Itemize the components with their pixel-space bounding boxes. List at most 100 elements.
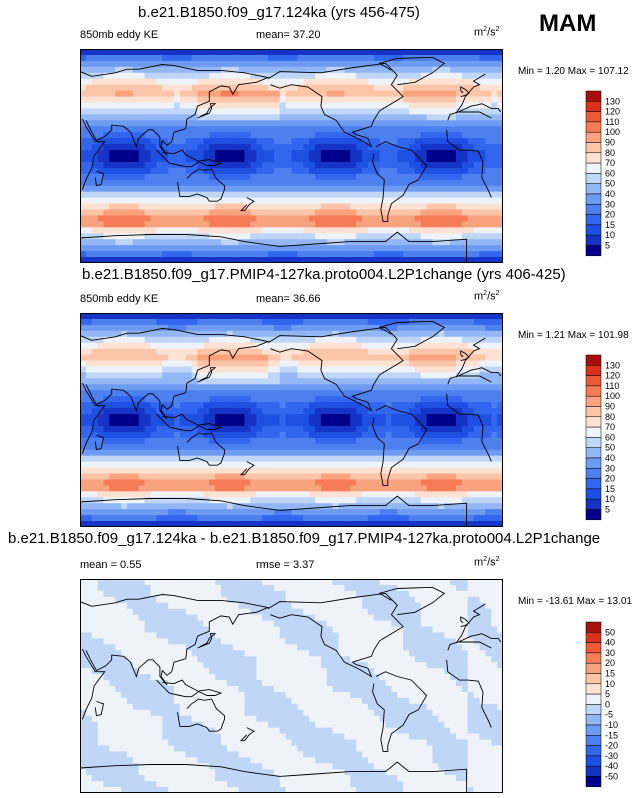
field-cell [320,114,328,121]
field-cell [338,491,345,498]
field-cell [97,49,104,56]
field-cell [85,72,93,80]
field-cell [273,96,281,103]
field-cell [297,497,304,504]
field-cell [414,120,422,127]
field-cell [250,60,257,68]
field-cell [132,348,140,356]
field-cell [268,390,275,397]
field-cell [191,72,198,80]
field-cell [103,449,110,457]
field-cell [485,384,492,391]
field-cell [497,150,503,157]
field-cell [385,431,392,439]
field-cell [485,197,492,204]
field-cell [438,114,445,121]
field-cell [367,455,375,463]
field-cell [391,233,398,240]
map-frame [80,49,503,263]
field-cell [356,348,363,356]
field-cell [197,239,204,246]
field-cell [209,90,216,97]
field-cell [127,420,134,427]
field-cell [268,150,275,157]
field-cell [456,215,463,222]
field-cell [132,390,140,397]
field-cell [268,167,275,175]
field-cell [191,126,198,133]
field-cell [397,313,404,320]
field-cell [115,126,122,133]
field-cell [344,233,351,240]
field-cell [467,473,475,480]
field-cell [461,156,469,163]
field-cell [397,378,404,385]
field-cell [450,408,457,415]
field-cell [168,396,175,403]
field-cell [473,203,480,210]
field-cell [103,360,110,367]
field-cell [414,161,422,169]
field-cell [138,185,146,193]
field-cell [450,245,457,252]
field-cell [385,126,392,133]
field-cell [80,479,87,486]
field-cell [450,60,457,68]
field-cell [485,227,492,234]
field-cell [379,342,386,350]
field-cell [414,114,422,121]
field-cell [497,485,503,492]
field-cell [85,449,93,457]
field-cell [226,390,234,397]
field-cell [426,330,433,338]
field-cell [221,203,228,210]
field-cell [350,161,357,169]
field-cell [132,318,140,326]
season-label: MAM [539,10,597,37]
field-cell [179,233,187,240]
field-cell [497,408,503,415]
field-cell [291,167,298,175]
field-cell [103,414,110,421]
field-cell [479,313,486,320]
field-cell [168,313,175,320]
field-cell [97,449,104,457]
field-cell [473,437,480,445]
field-cell [97,185,104,193]
field-cell [362,449,369,457]
field-cell [80,414,87,421]
field-cell [97,491,104,498]
field-cell [185,156,193,163]
field-cell [350,120,357,127]
field-cell [174,233,181,240]
field-cell [456,348,463,356]
field-cell [150,378,157,385]
field-cell [197,342,204,350]
field-cell [191,215,198,222]
field-cell [450,179,457,187]
field-cell [450,90,457,97]
field-cell [132,209,140,216]
field-cell [297,437,304,445]
field-cell [132,324,140,332]
field-cell [85,437,93,445]
field-cell [344,318,351,326]
field-cell [485,179,492,187]
field-cell [80,402,87,409]
field-cell [121,132,128,139]
field-cell [450,239,457,246]
field-cell [109,491,116,498]
field-cell [456,491,463,498]
field-cell [203,49,210,56]
field-cell [362,185,369,193]
field-cell [215,239,222,246]
field-cell [279,372,287,379]
field-cell [332,437,339,445]
field-cell [309,408,316,415]
field-cell [262,126,269,133]
field-cell [491,167,498,175]
field-cell [479,348,486,356]
field-cell [432,461,439,468]
field-cell [350,60,357,68]
field-cell [174,197,181,204]
